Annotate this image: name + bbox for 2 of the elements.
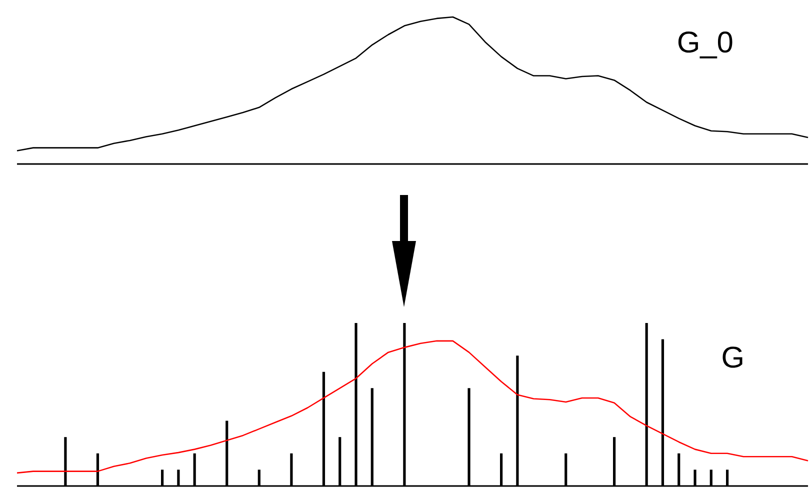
text: G xyxy=(722,346,742,368)
series-label: G_0 xyxy=(678,32,732,58)
